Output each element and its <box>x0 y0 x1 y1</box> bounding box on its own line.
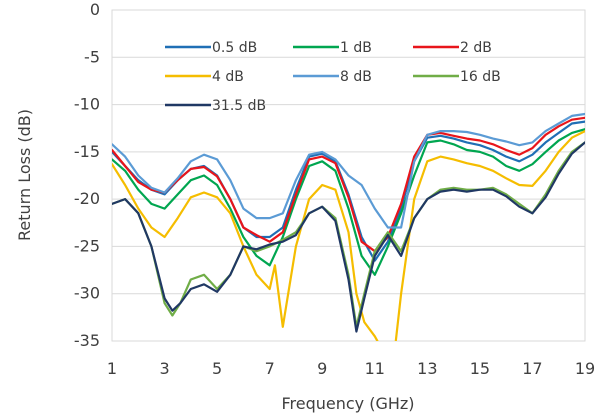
legend-label: 31.5 dB <box>212 98 266 114</box>
series-line-7 <box>112 141 585 333</box>
series-line-2 <box>112 128 585 276</box>
x-tick-label: 7 <box>265 359 275 378</box>
x-tick-label: 5 <box>212 359 222 378</box>
legend: 0.5 dB 1 dB 2 dB 4 dB 8 dB 16 dB 31.5 dB <box>165 40 501 114</box>
y-tick-label: -5 <box>84 47 100 66</box>
y-tick-label: -10 <box>74 95 100 114</box>
series-line-3 <box>112 116 585 253</box>
x-axis-title: Frequency (GHz) <box>281 394 414 413</box>
x-tick-label: 9 <box>317 359 327 378</box>
series-line-4 <box>112 130 585 341</box>
legend-label: 1 dB <box>340 40 372 56</box>
y-tick-label: -30 <box>74 284 100 303</box>
plot-frame <box>111 9 586 342</box>
legend-label: 8 dB <box>340 69 372 85</box>
series-line-5 <box>112 112 585 229</box>
x-tick-label: 15 <box>470 359 490 378</box>
legend-label: 2 dB <box>460 40 492 56</box>
x-tick-label: 11 <box>365 359 385 378</box>
x-tick-label: 17 <box>522 359 542 378</box>
axis-layer: 0-5-10-15-20-25-30-351 3 5 7 9 11 13 15 17 19 <box>74 0 595 378</box>
y-axis-title: Return Loss (dB) <box>15 109 34 241</box>
series-layer <box>112 112 585 341</box>
y-tick-label: -35 <box>74 331 100 350</box>
legend-label: 16 dB <box>460 69 501 85</box>
x-tick-label: 1 <box>107 359 117 378</box>
y-tick-label: 0 <box>90 0 100 19</box>
y-tick-label: -25 <box>74 236 100 255</box>
x-tick-label: 13 <box>417 359 437 378</box>
x-tick-label: 19 <box>575 359 595 378</box>
y-tick-label: -15 <box>74 142 100 161</box>
x-tick-label: 3 <box>159 359 169 378</box>
legend-label: 0.5 dB <box>212 40 257 56</box>
legend-label: 4 dB <box>212 69 244 85</box>
y-tick-label: -20 <box>74 189 100 208</box>
